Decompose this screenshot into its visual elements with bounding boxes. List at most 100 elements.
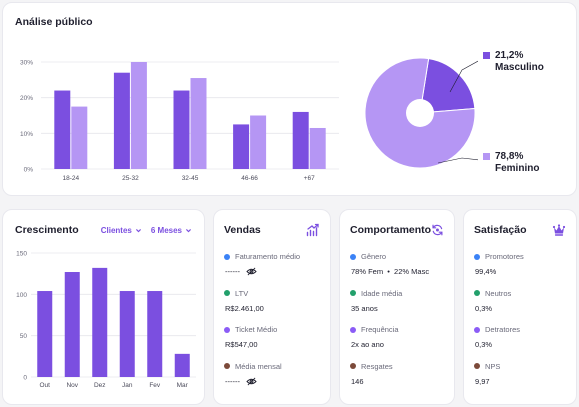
bar [309,127,326,169]
x-tick-label: Mar [177,382,189,389]
metric-dot [474,363,480,369]
trend-up-icon [306,223,319,237]
behavior-card: Comportamento Gênero 78% Fem • 22% Masc … [339,209,455,405]
metric-ltv: LTV R$2.461,00 [224,289,324,326]
bar [190,78,207,169]
y-tick-label: 30% [20,60,33,67]
metric-value: R$2.461,00 [225,303,264,313]
bar [173,90,190,169]
chevron-down-icon [186,228,191,232]
bar [130,62,147,169]
y-tick-label: 0% [24,167,34,174]
period-filter-dropdown[interactable]: 6 Meses [151,226,192,235]
bar [119,291,135,377]
bar [250,115,267,169]
age-bar-chart: 0% 10% 20% 30% 18-24 25-32 32-45 46-66 +67 [20,60,339,182]
bar [92,267,108,377]
metric-label: NPS [485,361,501,371]
y-tick-label: 50 [20,333,28,340]
x-tick-label: 18-24 [62,175,79,182]
y-tick-label: 0 [23,375,27,382]
metric-dot [224,326,230,333]
leader-line-female [437,157,478,164]
metric-promotores: Promotores 99,4% [474,252,570,289]
metric-value: ------ [225,376,240,386]
bar [64,272,80,377]
metric-value: 0,3% [475,340,493,349]
metric-frequencia: Frequência 2x ao ano [350,325,448,362]
metric-label: Resgates [361,361,393,371]
clients-filter-label: Clientes [100,225,132,235]
male-percent: 21,2% [495,50,524,61]
satisfaction-metrics: Promotores 99,4% Neutros 0,3% Detratores… [474,252,570,398]
x-tick-label: 32-45 [182,175,199,182]
period-filter-label: 6 Meses [150,225,182,235]
chevron-down-icon [135,228,141,232]
metric-media-mensal: Média mensal ------ [224,362,324,399]
x-tick-label: +67 [304,175,315,182]
metric-value: R$547,00 [225,340,258,349]
metric-dot [474,326,480,333]
y-tick-label: 20% [20,95,33,102]
bar [233,124,250,169]
metric-label: Promotores [485,252,524,261]
x-tick-label: Fev [149,382,161,389]
metric-label: Detratores [485,325,521,334]
sales-title: Vendas [224,224,261,236]
metric-value: 0,3% [475,303,493,313]
metric-label: Média mensal [235,361,282,371]
metric-dot [474,290,480,296]
bar [37,291,53,377]
bar [174,353,190,377]
x-tick-label: 46-66 [241,175,258,182]
metric-nps: NPS 9,97 [474,362,570,399]
metric-label: Ticket Médio [235,325,278,334]
bar [71,106,88,169]
metric-value: 99,4% [475,267,497,276]
male-label: Masculino [495,62,544,73]
eye-off-icon[interactable] [246,267,257,276]
x-tick-label: Jan [122,382,133,389]
behavior-metrics: Gênero 78% Fem • 22% Masc Idade média 35… [350,252,448,398]
metric-label: Gênero [361,252,387,261]
y-tick-label: 150 [16,251,27,258]
metric-dot [474,253,480,260]
metric-value: 146 [351,376,364,386]
bar [147,291,163,377]
metric-label: LTV [235,288,249,298]
metric-value: 78% Fem • 22% Masc [351,267,430,276]
metric-label: Idade média [361,288,403,298]
behavior-title: Comportamento [350,224,432,236]
clients-filter-dropdown[interactable]: Clientes [101,226,142,235]
metric-label: Frequência [361,325,399,334]
eye-off-icon[interactable] [246,377,257,386]
metric-dot [224,363,230,369]
metric-detratores: Detratores 0,3% [474,325,570,362]
leader-line-male [449,60,478,93]
metric-value: 9,97 [475,376,490,386]
x-tick-label: Dez [94,382,106,389]
pie-legend-female: 78,8% Feminino [483,151,539,174]
metric-ticket-medio: Ticket Médio R$547,00 [224,325,324,362]
crown-icon [552,224,566,236]
sales-card: Vendas Faturamento médio ------ LTV R$2.… [213,209,331,405]
female-percent: 78,8% [495,151,524,162]
gender-pie-chart [364,57,478,169]
y-tick-label: 10% [20,131,33,138]
metric-dot [350,363,356,369]
metric-dot [224,290,230,296]
satisfaction-card: Satisfação Promotores 99,4% Neutros 0,3%… [463,209,577,405]
pie-slice [419,58,476,114]
metric-dot [350,253,356,260]
pie-legend-male: 21,2% Masculino [483,50,544,73]
audience-analysis-title: Análise público [15,16,93,28]
growth-title: Crescimento [15,224,79,236]
metric-value: 35 anos [351,303,378,313]
metric-label: Neutros [485,288,512,298]
bar [113,72,130,169]
metric-resgates: Resgates 146 [350,362,448,399]
legend-swatch-female [483,153,490,160]
bar [54,90,71,169]
x-tick-label: 25-32 [122,175,139,182]
metric-dot [350,326,356,333]
